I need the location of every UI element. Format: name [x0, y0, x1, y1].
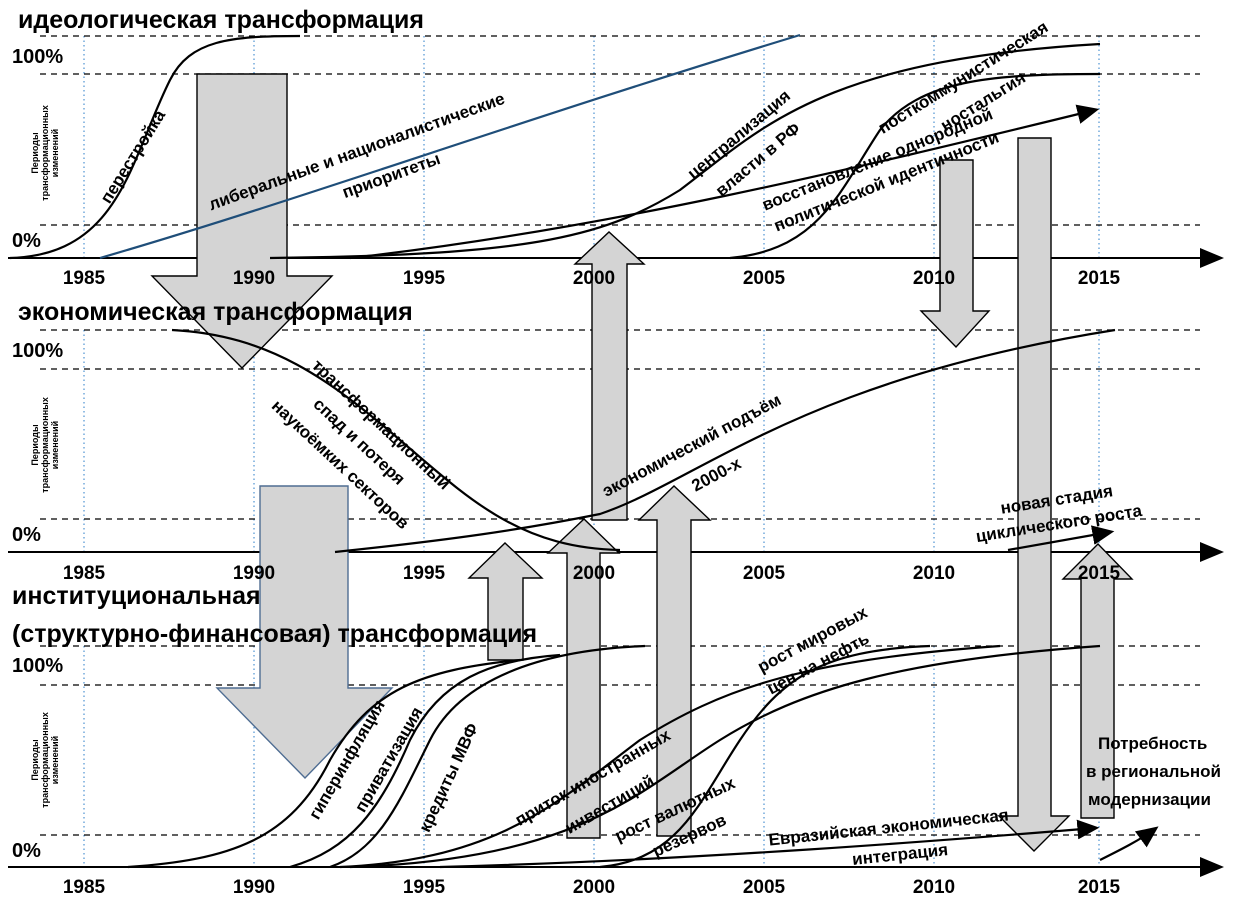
curve-rise — [334, 328, 1116, 554]
arrow-down-2010 — [919, 159, 991, 349]
ideological-x-tick: 1995 — [402, 268, 446, 289]
ideological-y-axis-label: Периоды трансформационных изменений — [30, 105, 60, 201]
ideological-x-tick: 1990 — [232, 268, 276, 289]
panel-title-institutional-1: институциональная — [12, 582, 261, 610]
economic-x-tick: 1985 — [62, 563, 106, 584]
label-need-1: Потребность — [1098, 734, 1208, 753]
curve-privatization — [289, 653, 561, 869]
ideological-100-label: 100% — [12, 46, 64, 68]
curve-imf — [329, 644, 646, 869]
curve-fdi — [339, 644, 1001, 869]
arrow-liberal-down — [150, 73, 334, 370]
arrow-up-fdi — [546, 518, 621, 839]
economic-y-axis-label: Периоды трансформационных изменений — [30, 397, 60, 493]
economic-x-tick: 2005 — [742, 563, 786, 584]
curve-hyperinflation — [127, 658, 521, 869]
label-need-3: модернизации — [1088, 790, 1211, 809]
economic-100-label: 100% — [12, 340, 64, 362]
curve-oil — [599, 644, 931, 869]
curve-need — [1099, 826, 1159, 861]
curve-liberal — [99, 33, 801, 260]
ideological-x-tick: 2000 — [572, 268, 616, 289]
institutional-x-tick: 1995 — [402, 877, 446, 898]
curve-decline — [171, 328, 621, 552]
curve-perestroika — [9, 34, 301, 260]
label-need-2: в региональной — [1086, 762, 1222, 781]
curve-eeu — [439, 819, 1100, 869]
ideological-x-tick: 2005 — [742, 268, 786, 289]
institutional-x-tick: 2015 — [1077, 877, 1121, 898]
institutional-100-label: 100% — [12, 655, 64, 677]
institutional-x-tick: 1990 — [232, 877, 276, 898]
economic-x-tick: 2010 — [912, 563, 956, 584]
economic-x-tick: 2000 — [572, 563, 616, 584]
curve-identity — [349, 104, 1100, 260]
arrow-up-2000 — [573, 231, 646, 521]
ideological-x-tick: 1985 — [62, 268, 106, 289]
arrow-up-2015 — [1061, 543, 1134, 819]
economic-x-tick: 1995 — [402, 563, 446, 584]
economic-x-tick: 1990 — [232, 563, 276, 584]
curve-cycle — [1007, 525, 1115, 552]
economic-x-tick: 2015 — [1077, 563, 1121, 584]
economic-0-label: 0% — [12, 524, 41, 546]
curve-centralization — [269, 42, 1101, 260]
panel-title-ideological: идеологическая трансформация — [18, 6, 424, 34]
arrow-up-reserves — [637, 485, 712, 837]
panel-title-institutional-2: (структурно-финансовая) трансформация — [12, 620, 538, 648]
curve-nostalgia — [729, 72, 1101, 260]
institutional-x-tick: 2010 — [912, 877, 956, 898]
ideological-0-label: 0% — [12, 230, 41, 252]
arrow-down-2013 — [997, 137, 1071, 852]
ideological-x-tick: 2015 — [1077, 268, 1121, 289]
institutional-x-tick: 2005 — [742, 877, 786, 898]
institutional-y-axis-label: Периоды трансформационных изменений — [30, 712, 60, 808]
institutional-0-label: 0% — [12, 840, 41, 862]
ideological-x-tick: 2010 — [912, 268, 956, 289]
institutional-x-tick: 1985 — [62, 877, 106, 898]
institutional-x-tick: 2000 — [572, 877, 616, 898]
panel-title-economic: экономическая трансформация — [18, 298, 413, 326]
curve-reserves — [349, 644, 1101, 869]
arrow-up-1997 — [467, 542, 544, 661]
